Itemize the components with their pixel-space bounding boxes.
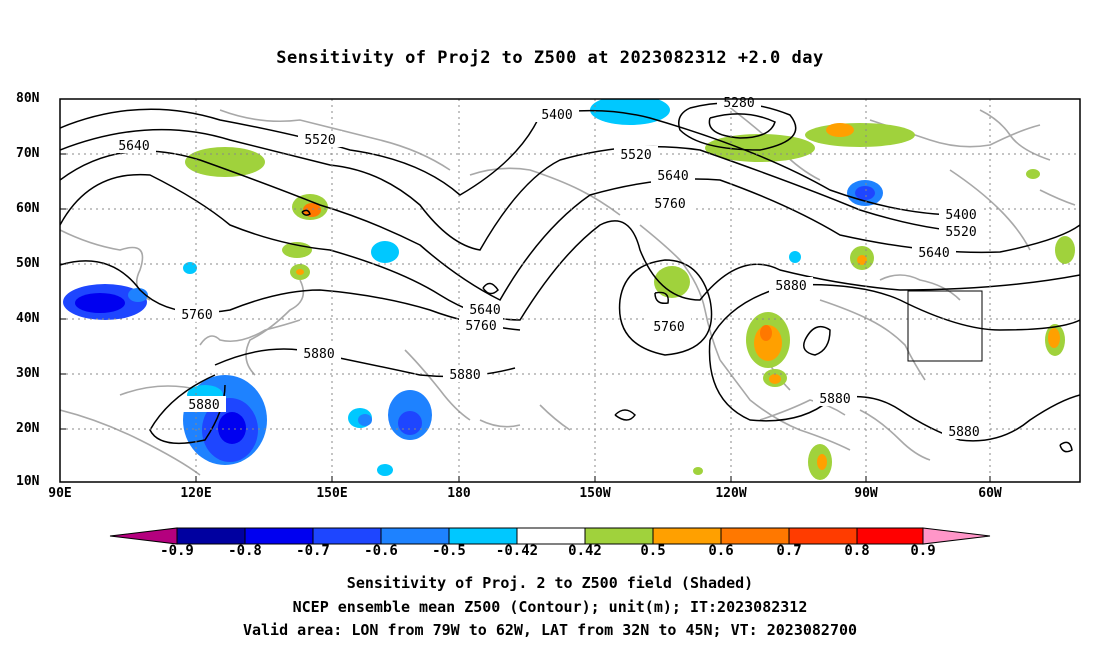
colorbar-cell	[380, 527, 450, 545]
contour-label: 5880	[303, 347, 334, 362]
contour-label: 5520	[620, 148, 651, 163]
valid-area-box	[907, 290, 983, 362]
lon-label: 90E	[48, 486, 72, 501]
lat-label: 60N	[16, 201, 40, 216]
contour-label: 5520	[945, 225, 976, 240]
colorbar-cell	[516, 527, 586, 545]
colorbar-label: -0.8	[228, 543, 262, 559]
colorbar-cell	[584, 527, 654, 545]
contour-label: 5640	[469, 303, 500, 318]
lon-label: 150W	[579, 486, 611, 501]
lat-label: 30N	[16, 366, 40, 381]
colorbar-label: 0.6	[708, 543, 734, 559]
contour-label: 5760	[181, 308, 212, 323]
axis-ticks	[60, 98, 991, 483]
colorbar	[109, 527, 991, 545]
colorbar-label: -0.6	[364, 543, 398, 559]
contour-label: 5880	[819, 392, 850, 407]
colorbar-label: -0.42	[495, 543, 539, 559]
z500-contours	[60, 102, 1080, 453]
lon-label: 60W	[978, 486, 1002, 501]
contour-label: 5520	[304, 133, 335, 148]
contour-label: 5880	[775, 279, 806, 294]
colorbar-cell	[176, 527, 246, 545]
colorbar-label: 0.42	[568, 543, 602, 559]
colorbar-cell	[312, 527, 382, 545]
lon-label: 150E	[316, 486, 348, 501]
contour-label: 5400	[945, 208, 976, 223]
colorbar-label: 0.8	[844, 543, 870, 559]
lon-label: 120W	[715, 486, 747, 501]
colorbar-label: 0.5	[640, 543, 666, 559]
contour-label: 5640	[118, 139, 149, 154]
contour-label: 5760	[653, 320, 684, 335]
lat-label: 80N	[16, 91, 40, 106]
lon-label: 180	[447, 486, 471, 501]
contour-label: 5880	[449, 368, 480, 383]
colorbar-cell	[448, 527, 518, 545]
colorbar-label: -0.7	[296, 543, 330, 559]
colorbar-cell	[922, 527, 991, 545]
lon-label: 90W	[854, 486, 878, 501]
lat-label: 70N	[16, 146, 40, 161]
caption-line: Valid area: LON from 79W to 62W, LAT fro…	[242, 621, 858, 639]
contour-label: 5640	[657, 169, 688, 184]
colorbar-cell	[109, 527, 178, 545]
lon-label: 120E	[180, 486, 212, 501]
lat-lon-grid	[60, 99, 1080, 482]
contour-label: 5400	[541, 108, 572, 123]
colorbar-label: 0.7	[776, 543, 802, 559]
contour-label: 5760	[654, 197, 685, 212]
colorbar-cell	[652, 527, 722, 545]
colorbar-cell	[788, 527, 858, 545]
contour-label: 5880	[948, 425, 979, 440]
sensitivity-shading	[63, 99, 1075, 480]
lat-label: 50N	[16, 256, 40, 271]
map-frame	[59, 98, 1081, 483]
contour-label: 5880	[188, 398, 219, 413]
colorbar-cell	[244, 527, 314, 545]
contour-label-group: 5400 5280 5640 5520 5520 5640 5760 5400 …	[112, 96, 986, 440]
colorbar-cell	[720, 527, 790, 545]
lat-label: 40N	[16, 311, 40, 326]
colorbar-label: -0.5	[432, 543, 466, 559]
map-title: Sensitivity of Proj2 to Z500 at 20230823…	[276, 48, 824, 68]
colorbar-label: -0.9	[160, 543, 194, 559]
lat-label: 10N	[16, 474, 40, 489]
lat-label: 20N	[16, 421, 40, 436]
colorbar-cell	[856, 527, 924, 545]
caption-line: Sensitivity of Proj. 2 to Z500 field (Sh…	[346, 574, 754, 592]
contour-label: 5760	[465, 319, 496, 334]
caption-line: NCEP ensemble mean Z500 (Contour); unit(…	[292, 598, 808, 616]
colorbar-label: 0.9	[910, 543, 936, 559]
contour-label: 5640	[918, 246, 949, 261]
